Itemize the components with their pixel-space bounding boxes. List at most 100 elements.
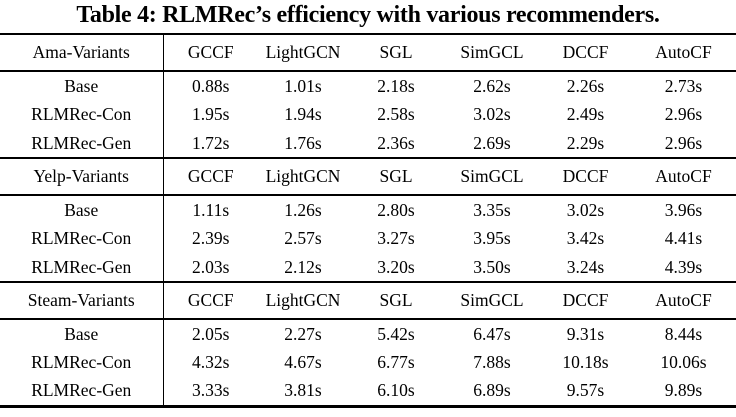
column-header: LightGCN <box>258 33 348 72</box>
cell-value: 3.20s <box>377 256 415 277</box>
column-header: SimGCL <box>444 33 540 72</box>
cell-value: 3.50s <box>473 256 511 277</box>
column-header: SimGCL <box>444 281 540 320</box>
section-header-row: Ama-Variants GCCF LightGCN SGL SimGCL DCCF Aut… <box>0 33 736 72</box>
cell-value: 4.41s <box>664 228 703 248</box>
section-label: Steam-Variants <box>0 281 164 320</box>
cell-value: 2.27s <box>284 323 322 344</box>
cell-value: 3.42s <box>566 228 605 248</box>
cell-value: 2.18s <box>377 75 415 96</box>
cell-value: 4.32s <box>192 352 230 372</box>
cell-value: 3.33s <box>163 377 258 408</box>
cell-value: 3.96s <box>664 199 703 220</box>
section-header-row: Yelp-Variants GCCF LightGCN SGL SimGCL DCCF Au… <box>0 157 736 196</box>
cell-value: 2.96s <box>664 104 703 124</box>
section-header-row: Steam-Variants GCCF LightGCN SGL SimGCL DCCF A… <box>0 281 736 320</box>
cell-value: 2.58s <box>377 104 415 124</box>
cell-value: 9.31s <box>566 323 605 344</box>
table-caption: Table 4: RLMRec’s efficiency with variou… <box>76 2 660 28</box>
cell-value: 6.47s <box>473 323 511 344</box>
cell-value: 7.88s <box>473 352 511 372</box>
row-label: RLMRec-Gen <box>0 129 164 158</box>
cell-value: 1.72s <box>192 132 230 153</box>
cell-value: 2.29s <box>566 132 605 153</box>
cell-value: 9.57s <box>540 377 631 408</box>
row-label: RLMRec-Con <box>0 100 164 129</box>
cell-value: 2.36s <box>377 132 415 153</box>
table-row: RLMRec-Con 2.39s 2.57s 3.27s 3.95s 3.42s 4.41s <box>0 224 736 253</box>
cell-value: 6.10s <box>348 377 444 408</box>
table-row: RLMRec-Con 1.95s 1.94s 2.58s 3.02s 2.49s 2.96s <box>0 100 736 129</box>
column-header: AutoCF <box>631 157 736 196</box>
column-header: GCCF <box>163 33 258 72</box>
cell-value: 2.49s <box>566 104 605 124</box>
efficiency-table: Ama-Variants GCCF LightGCN SGL SimGCL DCCF Aut… <box>0 33 736 408</box>
cell-value: 2.57s <box>284 228 322 248</box>
row-label: RLMRec-Gen <box>0 253 164 282</box>
column-header: LightGCN <box>258 281 348 320</box>
cell-value: 2.69s <box>473 132 511 153</box>
efficiency-table-body: Ama-Variants GCCF LightGCN SGL SimGCL DCCF Aut… <box>0 33 736 408</box>
cell-value: 1.01s <box>284 75 322 96</box>
row-label: RLMRec-Con <box>0 224 164 253</box>
cell-value: 2.62s <box>473 75 511 96</box>
cell-value: 3.95s <box>473 228 511 248</box>
cell-value: 4.39s <box>664 256 703 277</box>
table-row: RLMRec-Gen 3.33s 3.81s 6.10s 6.89s 9.57s 9.89s <box>0 377 736 408</box>
cell-value: 2.26s <box>566 75 605 96</box>
table-row: RLMRec-Con 4.32s 4.67s 6.77s 7.88s 10.18s 10.0… <box>0 348 736 377</box>
column-header: DCCF <box>540 33 631 72</box>
column-header: DCCF <box>540 157 631 196</box>
cell-value: 5.42s <box>377 323 415 344</box>
cell-value: 3.81s <box>258 377 348 408</box>
cell-value: 1.26s <box>284 199 322 220</box>
cell-value: 1.94s <box>284 104 322 124</box>
cell-value: 0.88s <box>192 75 230 96</box>
section-label: Ama-Variants <box>0 33 164 72</box>
table-row: RLMRec-Gen 1.72s 1.76s 2.36s 2.69s 2.29s 2.96s <box>0 129 736 158</box>
column-header: SimGCL <box>444 157 540 196</box>
cell-value: 2.73s <box>664 75 703 96</box>
column-header: GCCF <box>163 281 258 320</box>
column-header: SGL <box>348 157 444 196</box>
cell-value: 2.03s <box>192 256 230 277</box>
cell-value: 6.77s <box>377 352 415 372</box>
table-row: RLMRec-Gen 2.03s 2.12s 3.20s 3.50s 3.24s 4.39s <box>0 253 736 282</box>
cell-value: 10.18s <box>562 352 609 372</box>
cell-value: 2.39s <box>192 228 230 248</box>
row-label: RLMRec-Gen <box>0 377 164 408</box>
cell-value: 3.35s <box>473 199 511 220</box>
cell-value: 1.95s <box>192 104 230 124</box>
cell-value: 8.44s <box>664 323 703 344</box>
cell-value: 6.89s <box>444 377 540 408</box>
row-label: Base <box>0 319 164 348</box>
column-header: SGL <box>348 33 444 72</box>
cell-value: 3.24s <box>566 256 605 277</box>
cell-value: 2.05s <box>192 323 230 344</box>
column-header: SGL <box>348 281 444 320</box>
column-header: GCCF <box>163 157 258 196</box>
section-label: Yelp-Variants <box>0 157 164 196</box>
cell-value: 4.67s <box>284 352 322 372</box>
cell-value: 9.89s <box>631 377 736 408</box>
table-row: Base 1.11s 1.26s 2.80s 3.35s 3.02s 3.96s <box>0 195 736 224</box>
cell-value: 2.12s <box>284 256 322 277</box>
row-label: Base <box>0 195 164 224</box>
column-header: AutoCF <box>631 33 736 72</box>
column-header: AutoCF <box>631 281 736 320</box>
table-row: Base 2.05s 2.27s 5.42s 6.47s 9.31s 8.44s <box>0 319 736 348</box>
cell-value: 1.76s <box>284 132 322 153</box>
cell-value: 1.11s <box>192 199 230 220</box>
cell-value: 2.80s <box>377 199 415 220</box>
cell-value: 10.06s <box>660 352 707 372</box>
column-header: LightGCN <box>258 157 348 196</box>
column-header: DCCF <box>540 281 631 320</box>
cell-value: 2.96s <box>664 132 703 153</box>
cell-value: 3.02s <box>473 104 511 124</box>
cell-value: 3.27s <box>377 228 415 248</box>
row-label: Base <box>0 71 164 100</box>
table-row: Base 0.88s 1.01s 2.18s 2.62s 2.26s 2.73s <box>0 71 736 100</box>
cell-value: 3.02s <box>566 199 605 220</box>
row-label: RLMRec-Con <box>0 348 164 377</box>
